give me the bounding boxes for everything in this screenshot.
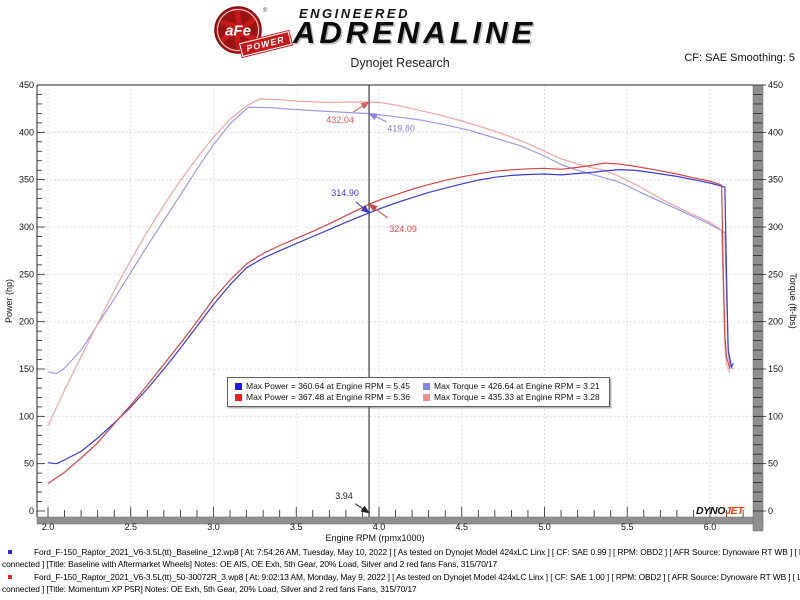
footnote-line: connected ] [Title: Momentum XP P5R] Not… xyxy=(2,583,417,594)
right-tick-label: 200 xyxy=(768,317,783,327)
left-axis-title: Power (hp) xyxy=(4,279,14,323)
left-tick-label: 100 xyxy=(19,411,34,421)
legend-item-torque-baseline: Max Torque = 426.64 at Engine RPM = 3.21 xyxy=(423,381,601,392)
left-tick-label: 200 xyxy=(19,317,34,327)
annotation-arrow xyxy=(355,201,370,214)
x-tick-label: 4.0 xyxy=(373,522,386,532)
legend-item-power-intake: Max Power = 367.48 at Engine RPM = 5.36 xyxy=(235,392,423,403)
annotation-label: 324.09 xyxy=(389,224,417,234)
axis-bands xyxy=(36,84,764,532)
annotation-arrow xyxy=(368,113,387,123)
legend-swatch-torque-intake xyxy=(423,394,430,401)
annotation-label: 314.90 xyxy=(331,188,359,198)
legend-item-power-baseline: Max Power = 360.64 at Engine RPM = 5.45 xyxy=(235,381,423,392)
x-axis-ticks: 2.0 2.5 3.0 3.5 4.0 4.5 5.0 5.5 6.0 xyxy=(42,507,744,532)
right-axis-title: Torque (ft-lbs) xyxy=(788,273,798,329)
legend-label: Max Power = 367.48 at Engine RPM = 5.36 xyxy=(246,392,410,402)
grid-lines xyxy=(38,85,753,517)
right-tick-label: 250 xyxy=(768,269,783,279)
footnote-baseline-run: Ford_F-150_Raptor_2021_V6-3.5L(tt)_Basel… xyxy=(0,547,800,570)
curve-power-intake xyxy=(47,162,731,484)
page-title: Dynojet Research xyxy=(350,56,450,70)
left-tick-label: 300 xyxy=(19,222,34,232)
right-axis-band xyxy=(752,84,764,532)
plot-frame xyxy=(36,84,753,517)
annotation-label: 3.94 xyxy=(335,491,353,501)
footnote-bullet-red xyxy=(8,575,12,579)
footnote-line: Ford_F-150_Raptor_2021_V6-3.5L(tt)_Basel… xyxy=(34,547,800,557)
right-tick-label: 350 xyxy=(768,175,783,185)
right-tick-label: 100 xyxy=(768,411,783,421)
x-tick-label: 2.0 xyxy=(42,522,55,532)
annotation-arrow xyxy=(368,203,389,219)
annotation-label: 432.04 xyxy=(326,115,354,125)
footnote-bullet-blue xyxy=(8,550,12,554)
left-tick-label: 400 xyxy=(19,127,34,137)
curve-torque-baseline xyxy=(47,106,734,375)
x-axis-band xyxy=(36,516,764,525)
legend-label: Max Power = 360.64 at Engine RPM = 5.45 xyxy=(246,381,410,391)
y-axis-ticks: 0 0 50 50 100 100 150 150 200 200 250 250 300 300 350 3… xyxy=(19,80,783,516)
left-tick-label: 350 xyxy=(19,175,34,185)
afe-logo-text: aFe xyxy=(225,23,251,40)
legend-label: Max Torque = 426.64 at Engine RPM = 3.21 xyxy=(434,381,600,391)
left-tick-label: 0 xyxy=(29,506,34,516)
right-tick-label: 400 xyxy=(768,127,783,137)
footnote-line: connected ] [Title: Baseline with Afterm… xyxy=(2,558,498,569)
x-tick-label: 6.0 xyxy=(704,522,717,532)
x-tick-label: 3.5 xyxy=(290,522,303,532)
curve-torque-intake xyxy=(47,98,731,427)
left-tick-label: 450 xyxy=(19,80,34,90)
adrenaline-text: ADRENALINE xyxy=(293,15,537,50)
x-tick-label: 4.5 xyxy=(455,522,468,532)
chart-legend: Max Power = 360.64 at Engine RPM = 5.45 … xyxy=(227,377,610,407)
footnote-intake-run: Ford_F-150_Raptor_2021_V6-3.5L(tt)_50-30… xyxy=(0,572,800,595)
footnote-line: Ford_F-150_Raptor_2021_V6-3.5L(tt)_50-30… xyxy=(34,572,800,582)
annotation-arrow xyxy=(355,503,370,514)
legend-swatch-power-intake xyxy=(235,394,242,401)
engineered-text: ENGINEERED xyxy=(299,6,410,21)
afe-power-logo-icon: aFe xyxy=(214,6,262,54)
annotations: 432.04 419.80 314.90 324.09 3.94 xyxy=(326,101,417,514)
legend-swatch-power-baseline xyxy=(235,383,242,390)
curves xyxy=(47,98,734,484)
right-tick-label: 150 xyxy=(768,364,783,374)
x-tick-label: 3.0 xyxy=(207,522,220,532)
x-tick-label: 5.0 xyxy=(538,522,551,532)
right-tick-label: 0 xyxy=(768,506,773,516)
left-tick-label: 250 xyxy=(19,269,34,279)
x-axis-title: Engine RPM (rpmx1000) xyxy=(325,533,424,543)
annotation-label: 419.80 xyxy=(387,124,415,134)
annotation-arrow xyxy=(352,101,370,113)
cf-smoothing-label: CF: SAE Smoothing: 5 xyxy=(684,52,795,64)
axis-titles: Power (hp) Torque (ft-lbs) Engine RPM (rpm… xyxy=(4,273,798,543)
dynojet-watermark: DYNOJET xyxy=(696,505,746,517)
legend-item-torque-intake: Max Torque = 435.33 at Engine RPM = 3.28 xyxy=(423,392,601,403)
curve-power-baseline xyxy=(47,169,734,465)
dynojet-logo: DYNOJET xyxy=(696,505,745,517)
x-tick-label: 5.5 xyxy=(621,522,634,532)
left-tick-label: 150 xyxy=(19,364,34,374)
right-tick-label: 300 xyxy=(768,222,783,232)
registered-mark: ® xyxy=(263,8,268,14)
left-tick-label: 50 xyxy=(24,459,34,469)
x-tick-label: 2.5 xyxy=(124,522,137,532)
right-tick-label: 450 xyxy=(768,80,783,90)
right-tick-label: 50 xyxy=(768,459,778,469)
legend-label: Max Torque = 435.33 at Engine RPM = 3.28 xyxy=(434,392,600,402)
legend-swatch-torque-baseline xyxy=(423,383,430,390)
